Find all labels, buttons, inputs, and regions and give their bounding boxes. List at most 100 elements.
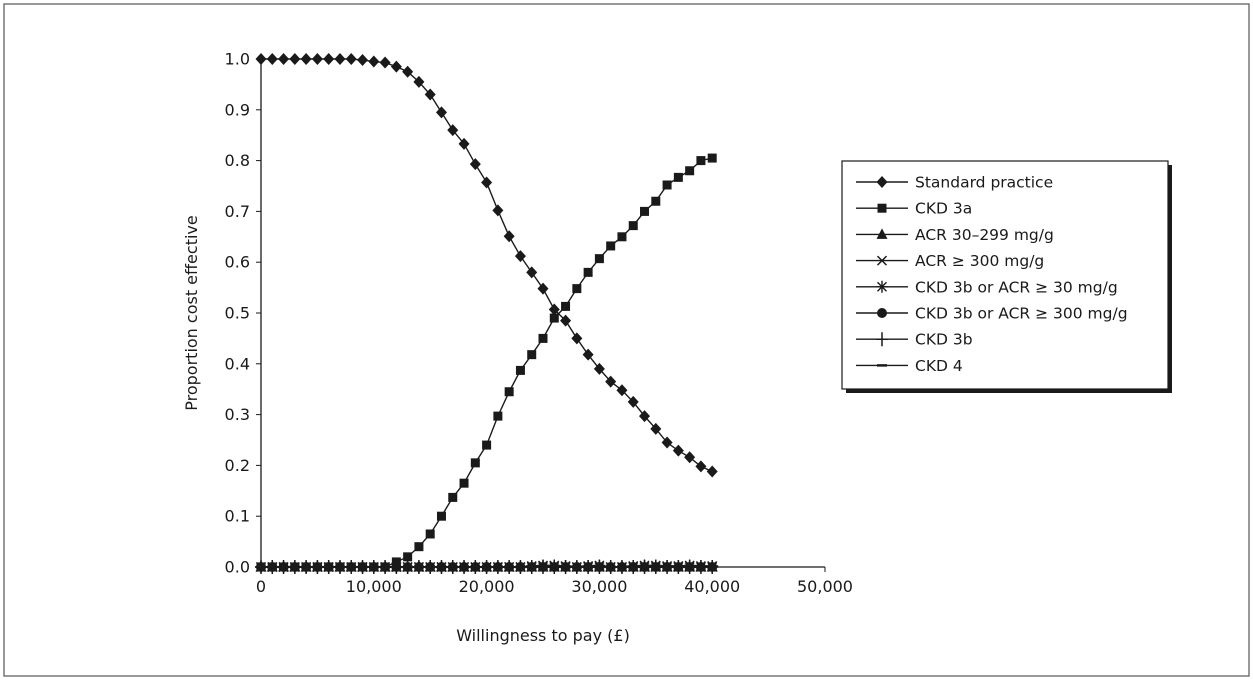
data-point-square	[335, 562, 345, 572]
data-point-diamond	[593, 362, 605, 375]
axes: 0.0 0.1 0.2 0.3 0.4 0.5 0.6 0.7 0.8 0.9 1.0 0 10,000…	[225, 50, 853, 597]
legend-marker-x	[876, 255, 888, 266]
data-point-square	[279, 562, 289, 572]
data-point-diamond	[661, 436, 673, 449]
data-point-square	[391, 557, 401, 567]
x-tick-label: 20,000	[459, 577, 515, 596]
legend-item: CKD 4	[856, 357, 963, 375]
legend-item: ACR 30–299 mg/g	[856, 226, 1054, 244]
data-point-diamond	[368, 55, 380, 68]
legend: Standard practice CKD 3a ACR 30–299 mg/g AC…	[841, 160, 1172, 393]
y-axis-label: Proportion cost effective	[182, 215, 201, 410]
data-point-square	[346, 562, 356, 572]
x-tick-label: 0	[256, 577, 266, 596]
data-point-square	[436, 511, 446, 521]
legend-label: ACR 30–299 mg/g	[915, 226, 1054, 244]
data-point-diamond	[379, 56, 391, 69]
data-point-square	[267, 562, 277, 572]
data-point-diamond	[413, 75, 425, 88]
data-point-square	[380, 562, 390, 572]
legend-item: ACR ≥ 300 mg/g	[856, 252, 1044, 270]
series-square	[256, 153, 717, 572]
data-point-square	[369, 562, 379, 572]
legend-marker-triangle	[876, 228, 888, 239]
data-point-square	[583, 267, 593, 277]
legend-item: CKD 3b or ACR ≥ 30 mg/g	[856, 278, 1118, 296]
data-point-square	[358, 562, 368, 572]
legend-marker-diamond	[876, 176, 888, 188]
data-point-diamond	[435, 106, 447, 119]
data-point-diamond	[357, 54, 369, 67]
data-point-square	[617, 232, 627, 242]
y-tick-label: 0.4	[225, 354, 250, 373]
series-layer	[255, 53, 719, 574]
data-point-square	[527, 350, 537, 360]
data-point-square	[493, 411, 503, 421]
data-point-diamond	[514, 250, 526, 263]
data-point-diamond	[311, 53, 323, 65]
data-point-square	[673, 172, 683, 182]
legend-label: Standard practice	[915, 174, 1053, 192]
y-tick-label: 0.8	[225, 151, 250, 170]
data-point-diamond	[695, 460, 707, 473]
legend-label: CKD 3a	[915, 200, 972, 218]
y-tick-label: 0.5	[225, 304, 250, 323]
x-tick-label: 10,000	[346, 577, 402, 596]
data-point-square	[425, 529, 435, 539]
series-diamond	[255, 53, 718, 478]
data-point-diamond	[684, 451, 696, 464]
y-tick-label: 0.1	[225, 507, 250, 526]
data-point-square	[470, 458, 480, 468]
data-point-square	[301, 562, 311, 572]
data-point-diamond	[424, 88, 436, 101]
data-point-square	[572, 284, 582, 294]
y-tick-label: 0.6	[225, 253, 250, 272]
data-point-diamond	[255, 53, 267, 65]
legend-label: CKD 3b	[915, 331, 973, 349]
data-point-diamond	[266, 53, 278, 65]
y-tick-label: 0.3	[225, 405, 250, 424]
data-point-square	[707, 153, 717, 163]
data-point-square	[448, 492, 458, 502]
data-point-diamond	[537, 282, 549, 295]
data-point-diamond	[706, 465, 718, 478]
data-point-diamond	[345, 53, 357, 65]
outer-border	[3, 3, 1250, 677]
data-point-square	[549, 313, 559, 323]
data-point-square	[651, 196, 661, 206]
legend-item: CKD 3b or ACR ≥ 300 mg/g	[856, 305, 1128, 323]
data-point-diamond	[605, 375, 617, 388]
data-point-square	[561, 301, 571, 311]
legend-label: CKD 4	[915, 357, 963, 375]
data-point-diamond	[526, 266, 538, 279]
data-point-square	[256, 562, 266, 572]
data-point-diamond	[458, 137, 470, 150]
legend-label: ACR ≥ 300 mg/g	[915, 252, 1044, 270]
legend-box	[841, 160, 1169, 390]
x-tick-label: 30,000	[571, 577, 627, 596]
data-point-square	[696, 156, 706, 166]
legend-item: Standard practice	[856, 174, 1053, 192]
data-point-square	[606, 241, 616, 251]
legend-label: CKD 3b or ACR ≥ 300 mg/g	[915, 305, 1128, 323]
data-point-diamond	[503, 230, 515, 243]
data-point-diamond	[447, 124, 459, 137]
data-point-diamond	[672, 444, 684, 457]
data-point-diamond	[582, 348, 594, 361]
data-point-square	[594, 254, 604, 264]
data-point-diamond	[469, 158, 481, 171]
data-point-diamond	[616, 384, 628, 397]
y-tick-label: 0.2	[225, 456, 250, 475]
x-axis-label: Willingness to pay (£)	[456, 626, 630, 645]
data-point-square	[685, 166, 695, 176]
y-tick-label: 0.0	[225, 558, 250, 577]
data-point-diamond	[548, 303, 560, 316]
data-point-square	[504, 387, 514, 397]
data-point-diamond	[278, 53, 290, 65]
data-point-diamond	[402, 65, 414, 78]
x-tick-label: 40,000	[684, 577, 740, 596]
y-tick-label: 1.0	[225, 50, 250, 69]
data-point-square	[414, 542, 424, 552]
data-point-square	[324, 562, 334, 572]
